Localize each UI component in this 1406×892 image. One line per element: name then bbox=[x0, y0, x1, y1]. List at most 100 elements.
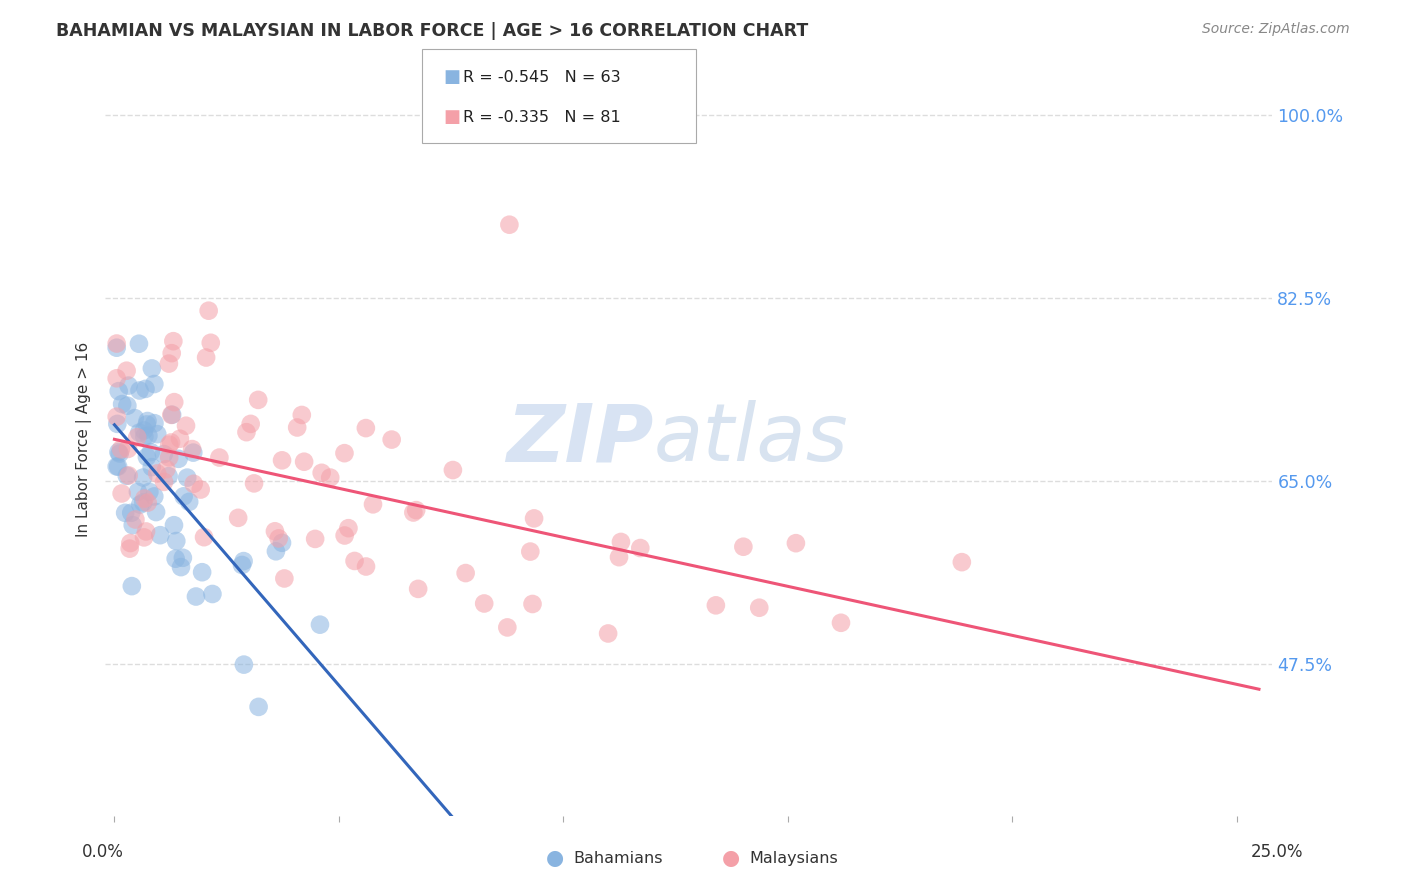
Point bbox=[522, 597, 544, 611]
Point bbox=[145, 505, 167, 519]
Point bbox=[498, 218, 520, 232]
Point bbox=[162, 334, 184, 349]
Point bbox=[118, 541, 141, 556]
Point bbox=[169, 432, 191, 446]
Point bbox=[191, 565, 214, 579]
Point bbox=[628, 541, 651, 555]
Point bbox=[309, 617, 332, 632]
Point bbox=[105, 341, 128, 355]
Point bbox=[117, 468, 139, 483]
Point bbox=[127, 484, 149, 499]
Point bbox=[184, 590, 207, 604]
Point bbox=[121, 518, 143, 533]
Point bbox=[143, 416, 166, 430]
Point bbox=[107, 459, 129, 474]
Point bbox=[519, 544, 541, 558]
Point bbox=[291, 408, 314, 422]
Text: ZIP: ZIP bbox=[506, 401, 654, 478]
Point bbox=[319, 470, 342, 484]
Point bbox=[157, 450, 180, 465]
Text: BAHAMIAN VS MALAYSIAN IN LABOR FORCE | AGE > 16 CORRELATION CHART: BAHAMIAN VS MALAYSIAN IN LABOR FORCE | A… bbox=[56, 22, 808, 40]
Point bbox=[141, 361, 163, 376]
Point bbox=[157, 357, 180, 371]
Point bbox=[105, 336, 128, 351]
Text: 0.0%: 0.0% bbox=[82, 843, 124, 861]
Point bbox=[441, 463, 464, 477]
Point bbox=[108, 446, 131, 460]
Point bbox=[454, 566, 477, 580]
Point bbox=[127, 430, 149, 444]
Text: ●: ● bbox=[547, 848, 564, 868]
Point bbox=[173, 489, 195, 503]
Point bbox=[264, 524, 287, 539]
Point bbox=[138, 428, 160, 442]
Point bbox=[138, 484, 160, 499]
Point bbox=[110, 442, 132, 457]
Point bbox=[181, 445, 204, 459]
Point bbox=[132, 495, 155, 509]
Point bbox=[105, 459, 128, 474]
Point bbox=[598, 626, 620, 640]
Point bbox=[146, 427, 169, 442]
Point bbox=[226, 511, 249, 525]
Point bbox=[117, 442, 139, 456]
Point bbox=[111, 486, 134, 500]
Point bbox=[105, 417, 128, 431]
Point bbox=[141, 460, 163, 475]
Point bbox=[231, 558, 253, 572]
Point bbox=[129, 498, 152, 512]
Point bbox=[208, 450, 231, 465]
Point bbox=[285, 420, 308, 434]
Point bbox=[172, 550, 194, 565]
Point bbox=[149, 528, 172, 542]
Point bbox=[128, 384, 150, 398]
Point bbox=[179, 495, 201, 509]
Point bbox=[292, 455, 315, 469]
Point bbox=[406, 582, 429, 596]
Point bbox=[124, 512, 146, 526]
Point bbox=[165, 551, 187, 566]
Point bbox=[160, 346, 183, 360]
Point bbox=[704, 599, 727, 613]
Point bbox=[132, 530, 155, 544]
Point bbox=[160, 408, 183, 422]
Point bbox=[247, 699, 270, 714]
Point bbox=[124, 411, 146, 425]
Point bbox=[201, 587, 224, 601]
Point bbox=[136, 495, 159, 509]
Point bbox=[197, 303, 219, 318]
Point bbox=[117, 378, 139, 392]
Point bbox=[134, 429, 156, 443]
Point bbox=[733, 540, 755, 554]
Point bbox=[239, 417, 262, 431]
Point bbox=[134, 382, 156, 396]
Text: 25.0%: 25.0% bbox=[1250, 843, 1303, 861]
Point bbox=[120, 506, 142, 520]
Point bbox=[170, 560, 193, 574]
Point bbox=[235, 425, 257, 439]
Point bbox=[163, 518, 186, 533]
Text: Source: ZipAtlas.com: Source: ZipAtlas.com bbox=[1202, 22, 1350, 37]
Point bbox=[402, 506, 425, 520]
Point bbox=[232, 657, 254, 672]
Point bbox=[200, 335, 222, 350]
Point bbox=[311, 466, 333, 480]
Point bbox=[174, 418, 197, 433]
Text: ●: ● bbox=[723, 848, 740, 868]
Point bbox=[748, 600, 770, 615]
Point bbox=[115, 468, 138, 483]
Point bbox=[232, 554, 254, 568]
Text: atlas: atlas bbox=[654, 401, 849, 478]
Point bbox=[183, 476, 205, 491]
Point bbox=[155, 462, 177, 476]
Point bbox=[176, 470, 198, 484]
Point bbox=[160, 408, 183, 422]
Point bbox=[181, 442, 204, 456]
Text: R = -0.335   N = 81: R = -0.335 N = 81 bbox=[463, 110, 620, 125]
Point bbox=[165, 534, 187, 549]
Point bbox=[190, 483, 212, 497]
Point bbox=[143, 490, 166, 504]
Point bbox=[830, 615, 852, 630]
Point bbox=[610, 535, 633, 549]
Point bbox=[785, 536, 807, 550]
